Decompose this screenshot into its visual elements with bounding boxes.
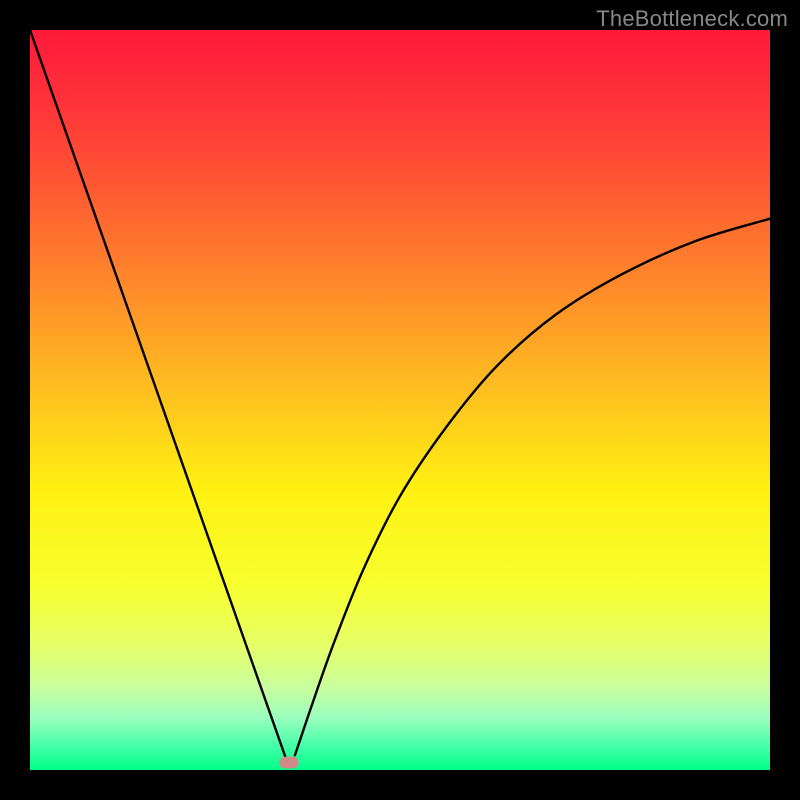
optimum-marker: [279, 757, 298, 769]
watermark-text: TheBottleneck.com: [596, 6, 788, 32]
bottleneck-chart-svg: [30, 30, 770, 770]
plot-area: [30, 30, 770, 770]
gradient-background: [30, 30, 770, 770]
chart-frame: TheBottleneck.com: [0, 0, 800, 800]
